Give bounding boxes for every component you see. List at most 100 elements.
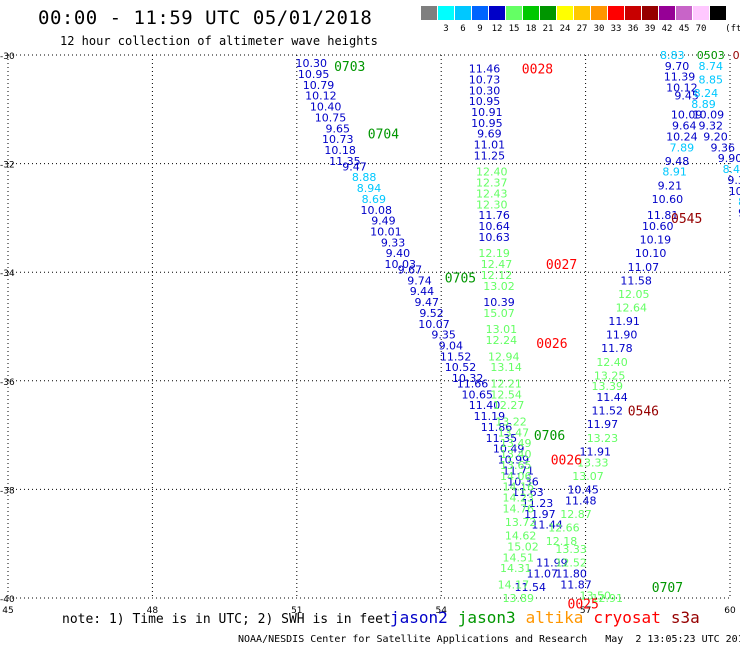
wave-height-value: 8.83 <box>660 49 685 62</box>
lon-tick-label: 51 <box>291 606 302 616</box>
wave-height-value: 11.44 <box>596 391 628 404</box>
wave-height-value: 10.12 <box>666 82 698 95</box>
wave-height-value: 13.33 <box>577 456 609 469</box>
wave-height-value: 8.8 <box>738 196 740 209</box>
wave-height-value: 11.25 <box>474 149 506 162</box>
wave-height-value: 12.37 <box>476 177 508 190</box>
wave-height-value: 11.90 <box>606 329 638 342</box>
wave-height-value: 9.65 <box>325 122 350 135</box>
track-time-label: 0025 <box>568 597 599 612</box>
wave-height-value: 12.40 <box>596 356 628 369</box>
wave-height-value: 10.30 <box>295 57 327 70</box>
wave-height-value: 12.12 <box>481 269 513 282</box>
wave-height-value: 13.65 <box>500 459 532 472</box>
wave-height-value: 11.48 <box>565 494 597 507</box>
wave-height-value: 14.23 <box>502 492 534 505</box>
wave-height-value: 8.24 <box>694 87 719 100</box>
wave-height-value: 11.52 <box>592 405 624 418</box>
wave-height-value: 8.88 <box>352 171 377 184</box>
wave-height-value: 9.45 <box>674 90 699 103</box>
wave-height-value: 10.91 <box>471 106 503 119</box>
wave-height-value: 10.60 <box>642 220 674 233</box>
wave-height-value: 9.47 <box>415 296 440 309</box>
wave-height-value: 10.10 <box>635 247 667 260</box>
map-title: 00:00 - 11:59 UTC 05/01/2018 <box>38 7 373 29</box>
scale-label: 3 <box>443 24 449 34</box>
wave-height-value: 8.89 <box>691 98 716 111</box>
wave-height-value: 15.02 <box>507 540 539 553</box>
wave-height-value: 11.91 <box>579 445 611 458</box>
wave-height-value: 0503 <box>697 49 725 62</box>
lat-tick-label: -38 <box>0 486 15 496</box>
wave-height-value: 14.51 <box>502 551 534 564</box>
wave-height-value: 13.22 <box>495 416 527 429</box>
wave-height-value: 13.47 <box>498 426 530 439</box>
scale-label: 42 <box>661 24 673 34</box>
scale-swatch <box>710 6 726 20</box>
scale-label: 30 <box>593 24 605 34</box>
wave-height-value: 14.31 <box>500 562 532 575</box>
scale-label: 15 <box>508 24 520 34</box>
lon-tick-label: 48 <box>147 606 159 616</box>
wave-height-value: 8.85 <box>698 73 723 86</box>
wave-height-value: 9.69 <box>477 128 502 141</box>
wave-height-value: 12.18 <box>546 535 578 548</box>
wave-height-value: 10.95 <box>471 117 503 130</box>
track-time-label: 0546 <box>628 405 659 420</box>
scale-swatch <box>659 6 675 20</box>
wave-height-value: 12.64 <box>616 301 648 314</box>
wave-height-value: 13.50 <box>579 589 611 602</box>
wave-height-value: 11.97 <box>587 418 619 431</box>
wave-height-value: 9.52 <box>419 307 444 320</box>
wave-height-value: 11.63 <box>512 486 544 499</box>
wave-height-value: 10.36 <box>507 475 539 488</box>
wave-height-value: 12.94 <box>488 350 520 363</box>
scale-label: 27 <box>576 24 588 34</box>
footer-credit: NOAA/NESDIS Center for Satellite Applica… <box>238 634 740 645</box>
wave-height-value: 10.95 <box>469 95 501 108</box>
track-time-label: 0545 <box>671 212 702 227</box>
wave-height-value: 9.21 <box>658 179 683 192</box>
wave-height-value: 13.40 <box>500 448 532 461</box>
track-time-label: 0028 <box>522 63 553 78</box>
wave-height-value: 12.27 <box>493 399 525 412</box>
wave-height-value: 11.81 <box>647 209 679 222</box>
wave-height-value: 13.89 <box>502 592 534 605</box>
wave-height-value: 14.17 <box>498 578 530 591</box>
scale-swatch <box>625 6 641 20</box>
scale-swatch <box>642 6 658 20</box>
scale-swatch <box>455 6 471 20</box>
wave-height-value: 10.39 <box>483 296 515 309</box>
wave-height-value: 12.40 <box>476 166 508 179</box>
wave-height-value: 11.71 <box>502 464 534 477</box>
scale-label: 45 <box>678 24 690 34</box>
wave-height-value: 11.58 <box>620 274 652 287</box>
scale-label: 39 <box>644 24 656 34</box>
wave-height-value: 9.47 <box>342 160 367 173</box>
note-text: note: 1) Time is in UTC; 2) SWH is in fe… <box>62 612 391 627</box>
wave-height-value: 12.05 <box>618 288 650 301</box>
wave-height-value: 11.78 <box>601 342 633 355</box>
scale-label: 21 <box>542 24 554 34</box>
scale-swatch <box>557 6 573 20</box>
wave-height-value: 12.43 <box>476 187 508 200</box>
track-time-label: 0027 <box>546 258 577 273</box>
scale-swatch <box>472 6 488 20</box>
wave-height-value: 12.21 <box>490 378 522 391</box>
wave-height-value: 12.19 <box>478 247 510 260</box>
wave-height-value: 9.48 <box>665 155 690 168</box>
lon-tick-label: 60 <box>724 606 736 616</box>
wave-height-value: 13.07 <box>572 470 604 483</box>
scale-label: 12 <box>491 24 503 34</box>
wave-height-value: 10.07 <box>418 318 450 331</box>
wave-height-value: 11.35 <box>329 155 361 168</box>
wave-height-value: 12.91 <box>592 592 624 605</box>
track-time-label: 0706 <box>534 429 565 444</box>
scale-label: 70 <box>695 24 707 34</box>
scale-unit: (ft) <box>725 24 740 34</box>
wave-height-value: 14.16 <box>502 481 534 494</box>
scale-swatch <box>574 6 590 20</box>
track-time-label: 0705 <box>445 272 476 287</box>
wave-height-value: 9.33 <box>727 174 740 187</box>
wave-height-value: 13.14 <box>490 361 522 374</box>
